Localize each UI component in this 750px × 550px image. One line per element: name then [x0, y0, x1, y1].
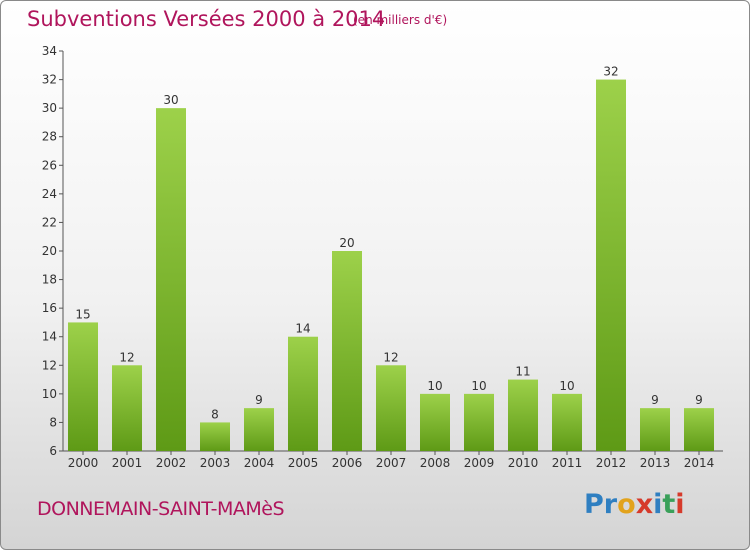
y-tick-label: 6 — [49, 444, 57, 458]
y-tick-label: 10 — [42, 387, 57, 401]
bar — [464, 393, 494, 451]
y-tick-label: 32 — [42, 73, 57, 87]
value-label: 14 — [295, 322, 310, 336]
x-tick-label: 2012 — [596, 456, 627, 470]
y-tick-label: 22 — [42, 215, 57, 229]
logo-letter: i — [653, 489, 663, 520]
bar — [684, 408, 714, 451]
y-tick-label: 28 — [42, 130, 57, 144]
bar — [640, 408, 670, 451]
bar — [508, 379, 538, 451]
value-label: 30 — [163, 93, 178, 107]
x-tick-label: 2001 — [112, 456, 143, 470]
x-tick-label: 2011 — [552, 456, 583, 470]
x-tick-label: 2009 — [464, 456, 495, 470]
bar — [200, 422, 230, 451]
y-tick-label: 8 — [49, 415, 57, 429]
bar — [420, 393, 450, 451]
value-label: 12 — [383, 350, 398, 364]
y-tick-label: 26 — [42, 158, 57, 172]
value-label: 10 — [427, 379, 442, 393]
y-tick-label: 18 — [42, 273, 57, 287]
logo-letter: i — [675, 489, 685, 520]
x-tick-label: 2000 — [68, 456, 99, 470]
y-tick-label: 20 — [42, 244, 57, 258]
x-tick-label: 2013 — [640, 456, 671, 470]
value-label: 11 — [515, 365, 530, 379]
y-tick-label: 30 — [42, 101, 57, 115]
bar — [156, 108, 186, 452]
bar — [244, 408, 274, 451]
logo-letter: P — [584, 489, 604, 520]
y-tick-label: 34 — [42, 44, 57, 58]
y-tick-label: 14 — [42, 330, 57, 344]
proxiti-logo: Proxiti — [584, 489, 685, 520]
x-tick-label: 2014 — [684, 456, 715, 470]
y-tick-label: 24 — [42, 187, 57, 201]
bar — [596, 79, 626, 452]
logo-letter: r — [603, 489, 618, 520]
value-label: 9 — [255, 393, 263, 407]
bar — [332, 251, 362, 451]
bar — [68, 322, 98, 451]
chart-title: Subventions Versées 2000 à 2014 — [27, 7, 386, 31]
x-tick-label: 2006 — [332, 456, 363, 470]
place-name: DONNEMAIN-SAINT-MAMèS — [37, 498, 285, 520]
value-label: 9 — [695, 393, 703, 407]
x-tick-label: 2002 — [156, 456, 187, 470]
y-tick-label: 12 — [42, 358, 57, 372]
value-label: 20 — [339, 236, 354, 250]
value-label: 15 — [75, 307, 90, 321]
value-label: 8 — [211, 407, 219, 421]
y-tick-label: 16 — [42, 301, 57, 315]
value-label: 12 — [119, 350, 134, 364]
bar — [376, 365, 406, 451]
logo-letter: x — [635, 489, 654, 520]
x-tick-label: 2007 — [376, 456, 407, 470]
bar — [288, 336, 318, 451]
x-tick-label: 2008 — [420, 456, 451, 470]
logo-letter: t — [662, 489, 676, 520]
bar — [112, 365, 142, 451]
x-tick-label: 2010 — [508, 456, 539, 470]
chart-subtitle: (en milliers d'€) — [353, 13, 448, 27]
value-label: 32 — [603, 65, 618, 79]
bar — [552, 393, 582, 451]
value-label: 10 — [559, 379, 574, 393]
value-label: 9 — [651, 393, 659, 407]
x-tick-label: 2003 — [200, 456, 231, 470]
value-label: 10 — [471, 379, 486, 393]
x-tick-label: 2004 — [244, 456, 275, 470]
logo-letter: o — [617, 489, 636, 520]
x-tick-label: 2005 — [288, 456, 319, 470]
